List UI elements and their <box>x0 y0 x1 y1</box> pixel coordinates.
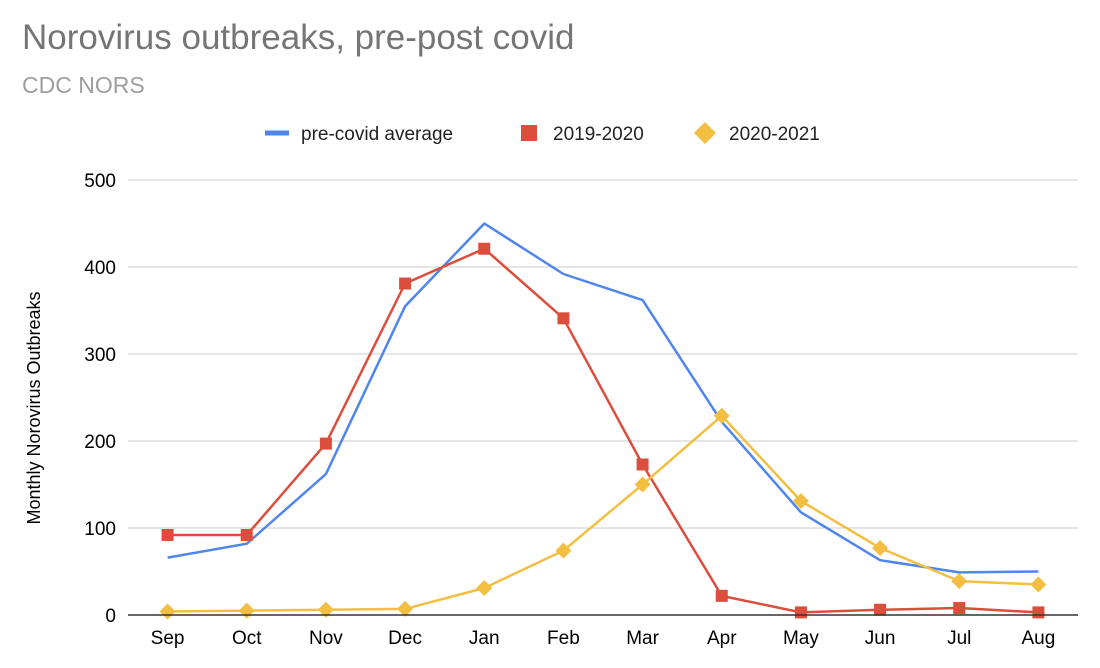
data-point-diamond <box>238 602 255 619</box>
series-lines <box>167 222 1039 614</box>
data-point-square <box>953 602 966 615</box>
x-tick-label: May <box>783 628 819 649</box>
x-tick-label: Oct <box>232 628 262 649</box>
x-tick-label: Mar <box>626 628 659 649</box>
chart-title: Norovirus outbreaks, pre-post covid <box>22 18 575 57</box>
data-point-square <box>319 437 332 450</box>
y-axis-ticks: 0 100 200 300 400 500 <box>84 171 116 627</box>
legend-label: 2019-2020 <box>553 124 644 145</box>
data-point-diamond <box>397 600 414 617</box>
data-point-square <box>636 458 649 471</box>
data-point-square <box>874 603 887 616</box>
data-point-square <box>557 312 570 325</box>
data-point-diamond <box>872 540 889 557</box>
data-point-square <box>794 606 807 619</box>
x-tick-label: Nov <box>309 628 343 649</box>
legend-label: pre-covid average <box>301 124 453 145</box>
data-point-diamond <box>951 573 968 590</box>
x-tick-label: Dec <box>388 628 422 649</box>
y-tick-label: 500 <box>84 171 116 192</box>
y-tick-label: 300 <box>84 345 116 366</box>
y-tick-label: 400 <box>84 258 116 279</box>
legend-swatch-square <box>521 125 537 141</box>
data-point-diamond <box>713 407 730 424</box>
x-tick-label: Apr <box>707 628 737 649</box>
data-point-square <box>240 528 253 541</box>
legend-swatch-diamond <box>694 122 716 144</box>
y-tick-label: 100 <box>84 519 116 540</box>
x-axis-ticks: Sep Oct Nov Dec Jan Feb Mar Apr May Jun Jul Aug <box>151 628 1056 649</box>
data-point-diamond <box>159 603 176 620</box>
data-point-diamond <box>634 476 651 493</box>
data-point-diamond <box>555 542 572 559</box>
data-point-square <box>715 589 728 602</box>
data-point-diamond <box>317 601 334 618</box>
y-axis-label: Monthly Norovirus Outbreaks <box>24 291 44 524</box>
data-point-square <box>478 242 491 255</box>
series-line-1 <box>167 247 1039 614</box>
series-line-0 <box>167 222 1039 574</box>
y-tick-label: 200 <box>84 432 116 453</box>
y-tick-label: 0 <box>105 606 116 627</box>
legend-label: 2020-2021 <box>729 124 820 145</box>
x-tick-label: Jul <box>947 628 971 649</box>
gridlines <box>128 179 1078 529</box>
x-tick-label: Feb <box>547 628 580 649</box>
data-point-diamond <box>1030 576 1047 593</box>
x-tick-label: Aug <box>1022 628 1056 649</box>
data-point-square <box>399 277 412 290</box>
data-point-diamond <box>792 493 809 510</box>
data-point-square <box>1032 606 1045 619</box>
series-line-2 <box>167 414 1039 613</box>
legend: pre-covid average 2019-2020 2020-2021 <box>265 122 820 145</box>
chart-subtitle: CDC NORS <box>22 72 145 98</box>
x-tick-label: Sep <box>151 628 185 649</box>
x-tick-label: Jun <box>865 628 896 649</box>
data-point-square <box>161 528 174 541</box>
x-tick-label: Jan <box>469 628 500 649</box>
data-point-diamond <box>476 580 493 597</box>
series-markers <box>159 242 1047 620</box>
